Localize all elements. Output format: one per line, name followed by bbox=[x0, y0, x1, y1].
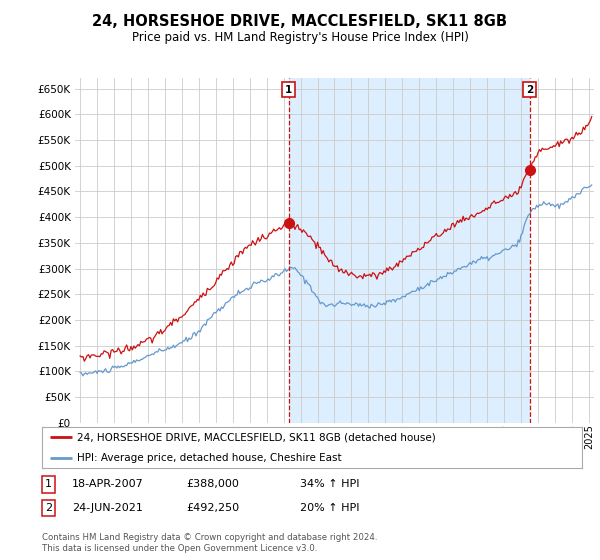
Bar bbox=[289, 78, 530, 423]
Text: 34% ↑ HPI: 34% ↑ HPI bbox=[300, 479, 359, 489]
Text: £388,000: £388,000 bbox=[186, 479, 239, 489]
Text: 1: 1 bbox=[45, 479, 52, 489]
Text: 1: 1 bbox=[285, 85, 292, 95]
Text: 2: 2 bbox=[45, 503, 52, 513]
Text: HPI: Average price, detached house, Cheshire East: HPI: Average price, detached house, Ches… bbox=[77, 452, 342, 463]
Text: £492,250: £492,250 bbox=[186, 503, 239, 513]
Text: 20% ↑ HPI: 20% ↑ HPI bbox=[300, 503, 359, 513]
Text: 24, HORSESHOE DRIVE, MACCLESFIELD, SK11 8GB: 24, HORSESHOE DRIVE, MACCLESFIELD, SK11 … bbox=[92, 14, 508, 29]
Text: 2: 2 bbox=[526, 85, 533, 95]
Text: Contains HM Land Registry data © Crown copyright and database right 2024.
This d: Contains HM Land Registry data © Crown c… bbox=[42, 533, 377, 553]
Text: Price paid vs. HM Land Registry's House Price Index (HPI): Price paid vs. HM Land Registry's House … bbox=[131, 31, 469, 44]
Text: 24, HORSESHOE DRIVE, MACCLESFIELD, SK11 8GB (detached house): 24, HORSESHOE DRIVE, MACCLESFIELD, SK11 … bbox=[77, 432, 436, 442]
Text: 24-JUN-2021: 24-JUN-2021 bbox=[72, 503, 143, 513]
Text: 18-APR-2007: 18-APR-2007 bbox=[72, 479, 144, 489]
